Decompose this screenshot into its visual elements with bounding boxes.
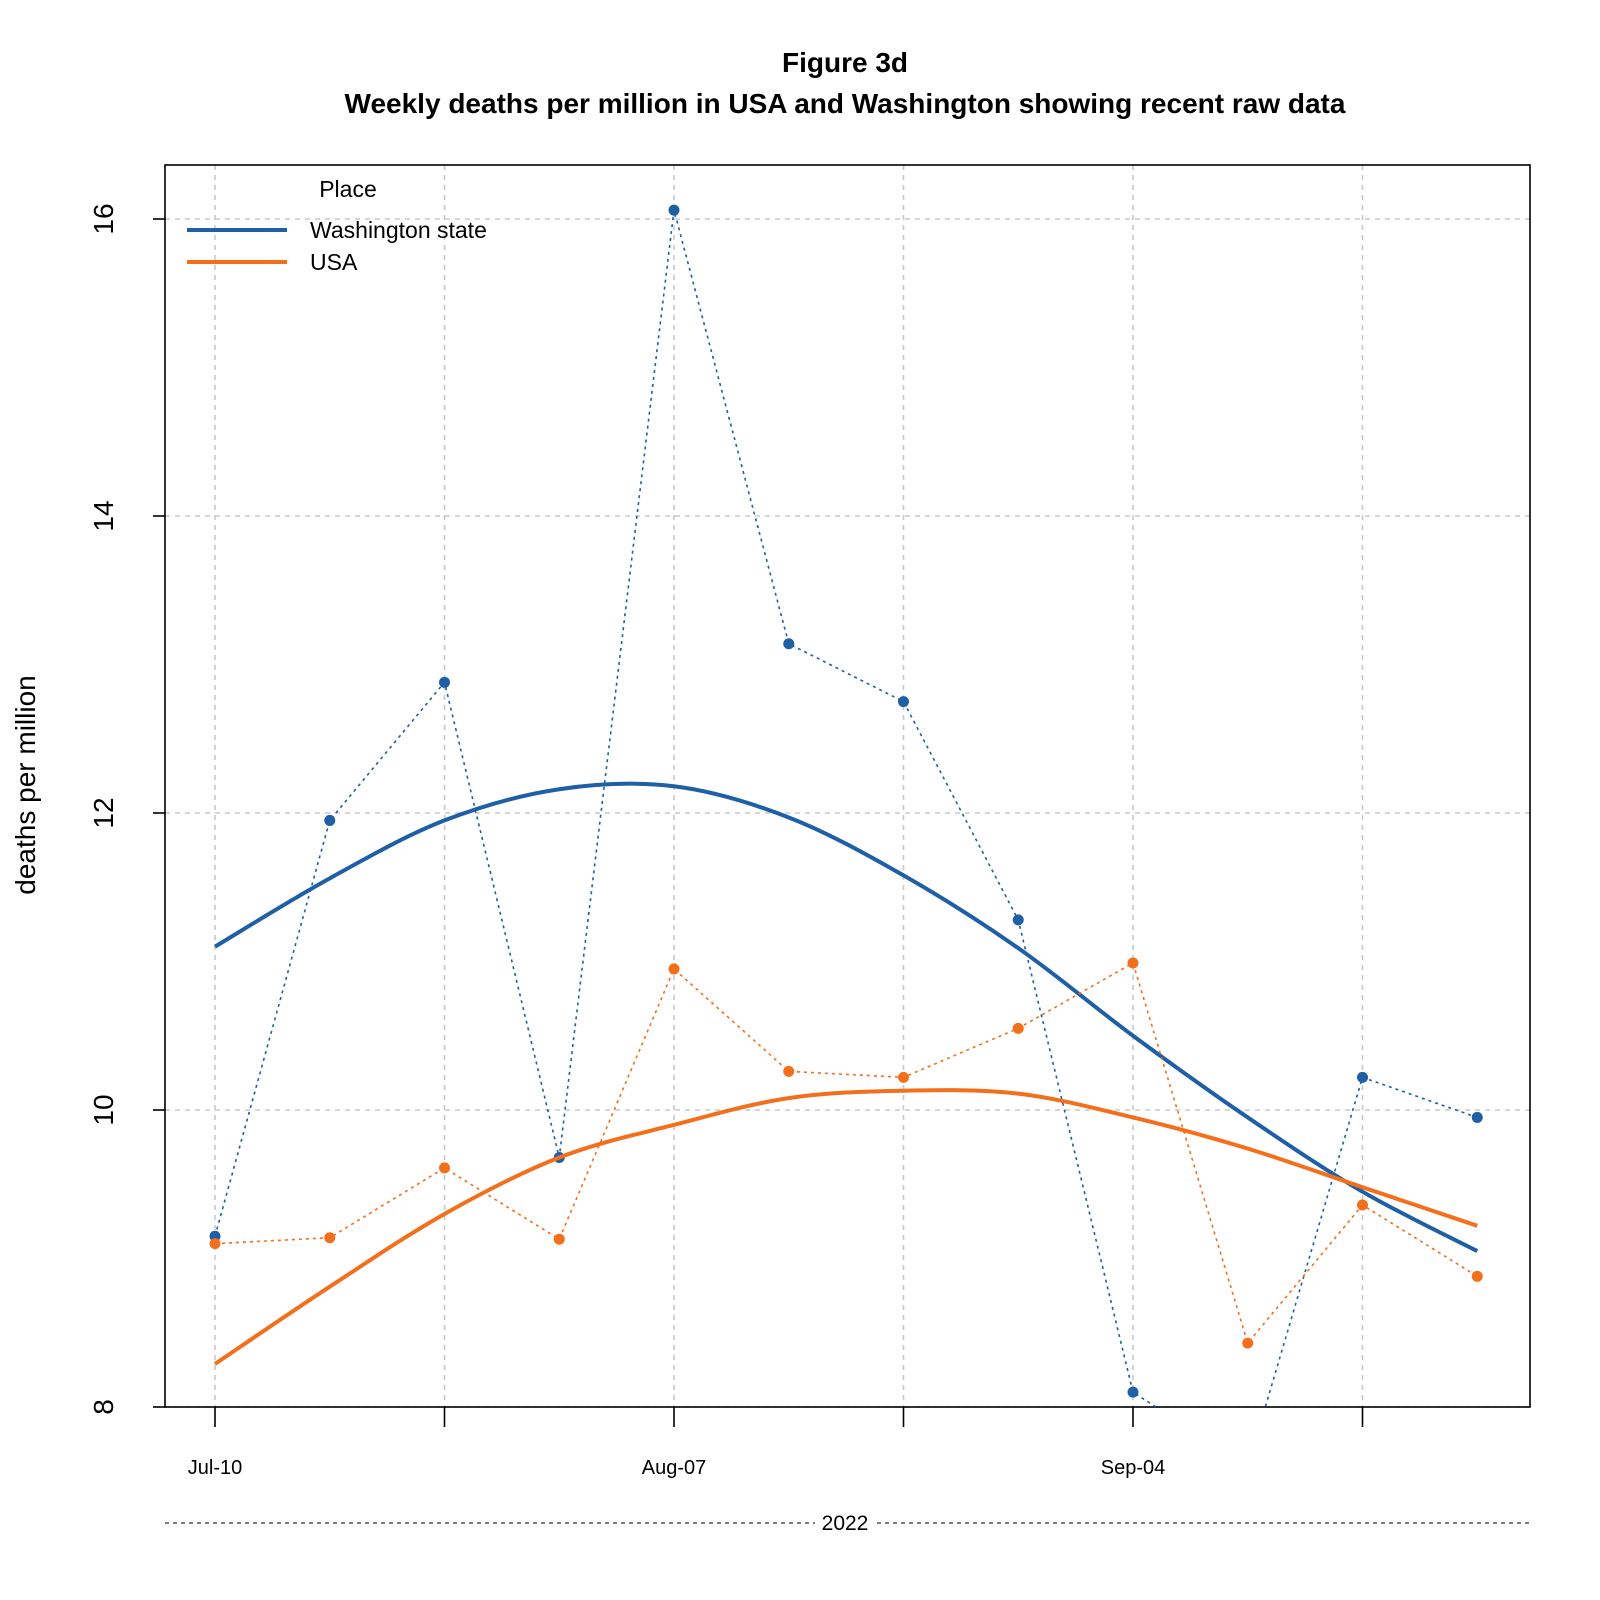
plot-border xyxy=(164,164,1531,1408)
legend: Place Washington state USA xyxy=(187,176,487,275)
x-tick-label-0: Jul-10 xyxy=(188,1457,242,1479)
data-point-washington-state-4 xyxy=(668,204,680,216)
series-line-usa-trend xyxy=(213,1088,1478,1366)
data-point-usa-7 xyxy=(1012,1022,1024,1034)
data-point-washington-state-1 xyxy=(324,814,336,826)
data-point-washington-state-7 xyxy=(1012,914,1024,926)
data-point-washington-state-11 xyxy=(1471,1111,1483,1123)
data-point-usa-11 xyxy=(1471,1270,1483,1282)
data-point-washington-state-6 xyxy=(898,696,909,708)
y-tick-label-4: 16 xyxy=(88,203,119,234)
data-point-usa-0 xyxy=(209,1238,221,1250)
data-point-usa-8 xyxy=(1127,957,1139,969)
legend-label-washington: Washington state xyxy=(310,217,487,243)
legend-label-usa: USA xyxy=(310,249,358,275)
data-point-washington-state-10 xyxy=(1357,1071,1368,1083)
data-point-usa-10 xyxy=(1357,1199,1368,1211)
y-tick-label-3: 14 xyxy=(88,500,119,531)
data-point-washington-state-8 xyxy=(1127,1386,1139,1398)
data-point-washington-state-5 xyxy=(783,638,795,650)
series-line-usa xyxy=(214,961,1478,1345)
x-tick-label-8: Sep-04 xyxy=(1101,1457,1166,1479)
y-tick-label-1: 10 xyxy=(88,1094,119,1125)
data-point-usa-1 xyxy=(324,1232,336,1244)
series-group xyxy=(209,204,1483,1407)
legend-title: Place xyxy=(319,176,377,202)
data-point-usa-3 xyxy=(553,1233,565,1245)
chart-title: Figure 3d xyxy=(782,47,908,78)
data-point-usa-4 xyxy=(668,963,680,975)
y-axis-label: deaths per million xyxy=(10,675,41,894)
axes: 8 10 12 14 16 Jul-10 Aug-07 Sep-04 xyxy=(88,164,1531,1524)
y-tick-label-2: 12 xyxy=(88,797,119,828)
x-tick-label-4: Aug-07 xyxy=(642,1457,707,1479)
y-tick-label-0: 8 xyxy=(88,1399,119,1415)
chart-subtitle: Weekly deaths per million in USA and Was… xyxy=(345,88,1346,119)
data-point-usa-2 xyxy=(439,1162,450,1174)
data-point-washington-state-2 xyxy=(439,676,450,688)
data-point-usa-6 xyxy=(898,1071,909,1083)
data-point-usa-9 xyxy=(1242,1337,1254,1349)
x-axis-year-label: 2022 xyxy=(822,1512,869,1535)
gridlines xyxy=(165,165,1530,1408)
series-line-washington-state-trend xyxy=(213,781,1479,1253)
data-point-usa-5 xyxy=(783,1065,795,1077)
